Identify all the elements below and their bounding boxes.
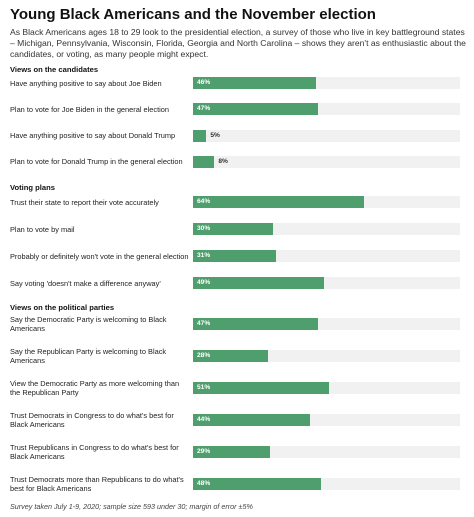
row-label: Say the Republican Party is welcoming to… [10,347,167,365]
row-label: Trust Republicans in Congress to do what… [10,443,179,461]
value-label: 46% [197,79,211,86]
value-label: 28% [197,352,211,359]
chart-title: Young Black Americans and the November e… [10,6,376,23]
value-label: 30% [197,225,211,232]
bar [193,129,207,142]
bar [193,103,319,116]
value-label: 8% [218,157,228,165]
row-label: Trust their state to report their vote a… [10,197,159,207]
bar [193,77,316,89]
bar [193,318,319,330]
bar [193,382,330,394]
value-label: 49% [197,279,211,286]
bar [193,223,274,235]
bar [193,277,324,289]
bar [193,250,276,262]
bar [193,446,271,458]
value-label: 51% [197,384,211,391]
chart-subtitle: As Black Americans ages 18 to 29 look to… [10,27,466,59]
row-label: Say the Democratic Party is welcoming to… [10,315,167,333]
row-label: Trust Democrats in Congress to do what's… [10,411,174,429]
value-label: 47% [197,320,211,327]
row-label: Have anything positive to say about Dona… [10,131,176,141]
value-label: 5% [210,131,220,139]
bar [193,414,311,426]
group-header: Views on the political parties [10,303,115,312]
footnote: Survey taken July 1-9, 2020; sample size… [10,502,253,511]
row-label: Have anything positive to say about Joe … [10,78,162,88]
value-label: 31% [197,252,211,259]
row-label: Trust Democrats more than Republicans to… [10,475,184,493]
bar [193,350,268,362]
row-label: Plan to vote for Donald Trump in the gen… [10,157,183,167]
bar [193,155,215,168]
bar [193,196,364,208]
row-label: Plan to vote by mail [10,224,75,234]
bar [193,478,322,490]
value-label: 44% [197,416,211,423]
row-label: Plan to vote for Joe Biden in the genera… [10,104,170,114]
group-header: Voting plans [10,183,55,192]
row-label: View the Democratic Party as more welcom… [10,379,180,397]
value-label: 47% [197,105,211,113]
row-label: Say voting 'doesn't make a difference an… [10,278,161,288]
bar-track [193,129,460,142]
value-label: 48% [197,480,211,487]
value-label: 64% [197,198,211,205]
row-label: Probably or definitely won't vote in the… [10,251,189,261]
value-label: 29% [197,448,211,455]
bar-track [193,155,460,168]
group-header: Views on the candidates [10,65,99,74]
